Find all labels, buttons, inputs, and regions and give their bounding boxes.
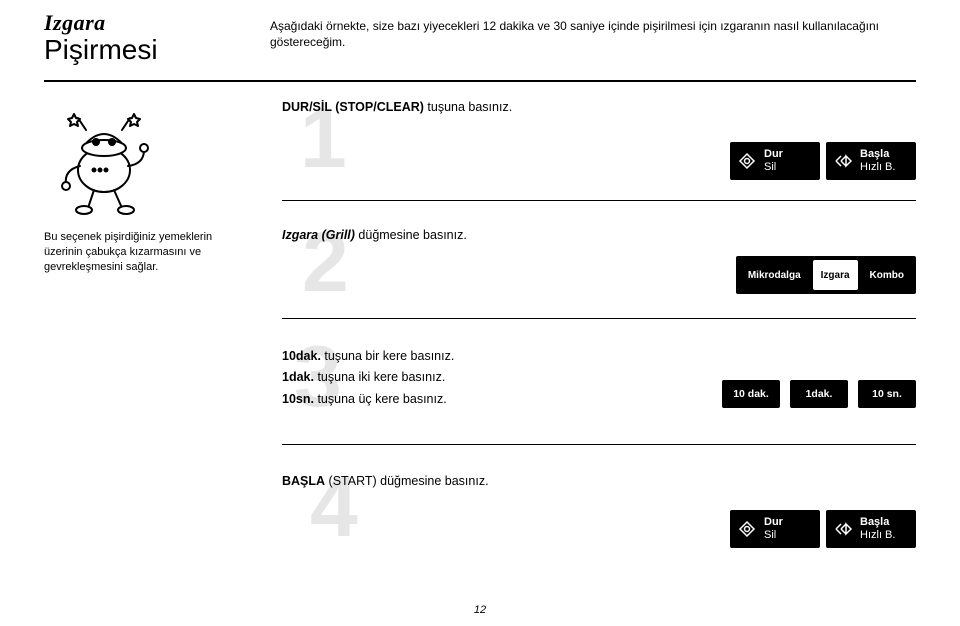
divider-3 xyxy=(282,444,916,445)
divider-1 xyxy=(282,200,916,201)
intro-text: Aşağıdaki örnekte, size bazı yiyecekleri… xyxy=(270,18,910,50)
page-number: 12 xyxy=(0,604,960,616)
stop2-l2: Sil xyxy=(764,529,783,542)
mode-grill[interactable]: Izgara xyxy=(813,260,858,290)
mode-microwave[interactable]: Mikrodalga xyxy=(740,260,809,290)
mascot-illustration xyxy=(44,100,164,220)
s3-l2b: tuşuna iki kere basınız. xyxy=(314,370,445,384)
start-label-2: Hızlı B. xyxy=(860,161,895,174)
panel-modes: Mikrodalga Izgara Kombo xyxy=(736,256,916,294)
step4-prefix: BAŞLA xyxy=(282,474,325,488)
start-icon xyxy=(832,150,854,172)
step3-text: 10dak. tuşuna bir kere basınız. 1dak. tu… xyxy=(282,346,916,410)
step2-prefix: Izgara (Grill) xyxy=(282,228,355,242)
page-title: Izgara Pişirmesi xyxy=(44,10,158,66)
step-3: 3 10dak. tuşuna bir kere basınız. 1dak. … xyxy=(282,346,916,410)
stop-label-1: Dur xyxy=(764,148,783,161)
start-button-1[interactable]: Başla Hızlı B. xyxy=(826,142,916,180)
mode-selector: Mikrodalga Izgara Kombo xyxy=(736,256,916,294)
step1-text: DUR/SİL (STOP/CLEAR) tuşuna basınız. xyxy=(282,100,916,114)
s3-l1b: tuşuna bir kere basınız. xyxy=(321,349,454,363)
panel-stop-start-2: Dur Sil Başla Hızlı B. xyxy=(730,510,916,548)
start2-l1: Başla xyxy=(860,516,895,529)
s3-l3a: 10sn. xyxy=(282,392,314,406)
title-line1: Izgara xyxy=(44,10,158,36)
step2-suffix: düğmesine basınız. xyxy=(355,228,467,242)
stop-label-2: Sil xyxy=(764,161,783,174)
step4-suffix: düğmesine basınız. xyxy=(380,474,488,488)
step1-prefix: DUR/SİL (STOP/CLEAR) xyxy=(282,100,424,114)
step-4: 4 BAŞLA (START) düğmesine basınız. xyxy=(282,474,916,488)
panel-stop-start-1: Dur Sil Başla Hızlı B. xyxy=(730,142,916,180)
step4-text: BAŞLA (START) düğmesine basınız. xyxy=(282,474,916,488)
mode-combo[interactable]: Kombo xyxy=(862,260,912,290)
divider-main xyxy=(44,80,916,82)
stop-clear-button[interactable]: Dur Sil xyxy=(730,142,820,180)
start-icon-2 xyxy=(832,518,854,540)
divider-2 xyxy=(282,318,916,319)
stop-icon-2 xyxy=(736,518,758,540)
s3-l1a: 10dak. xyxy=(282,349,321,363)
s3-l2a: 1dak. xyxy=(282,370,314,384)
stop-clear-button-2[interactable]: Dur Sil xyxy=(730,510,820,548)
stop2-l1: Dur xyxy=(764,516,783,529)
start-button-2[interactable]: Başla Hızlı B. xyxy=(826,510,916,548)
step2-note: Bu seçenek pişirdiğiniz yemeklerin üzeri… xyxy=(44,230,244,275)
start2-l2: Hızlı B. xyxy=(860,529,895,542)
step1-suffix: tuşuna basınız. xyxy=(424,100,512,114)
s3-l3b: tuşuna üç kere basınız. xyxy=(314,392,447,406)
step2-text: Izgara (Grill) düğmesine basınız. xyxy=(282,228,916,242)
start-label-1: Başla xyxy=(860,148,895,161)
title-line2: Pişirmesi xyxy=(44,34,158,66)
step4-mid: (START) xyxy=(325,474,380,488)
stop-icon xyxy=(736,150,758,172)
